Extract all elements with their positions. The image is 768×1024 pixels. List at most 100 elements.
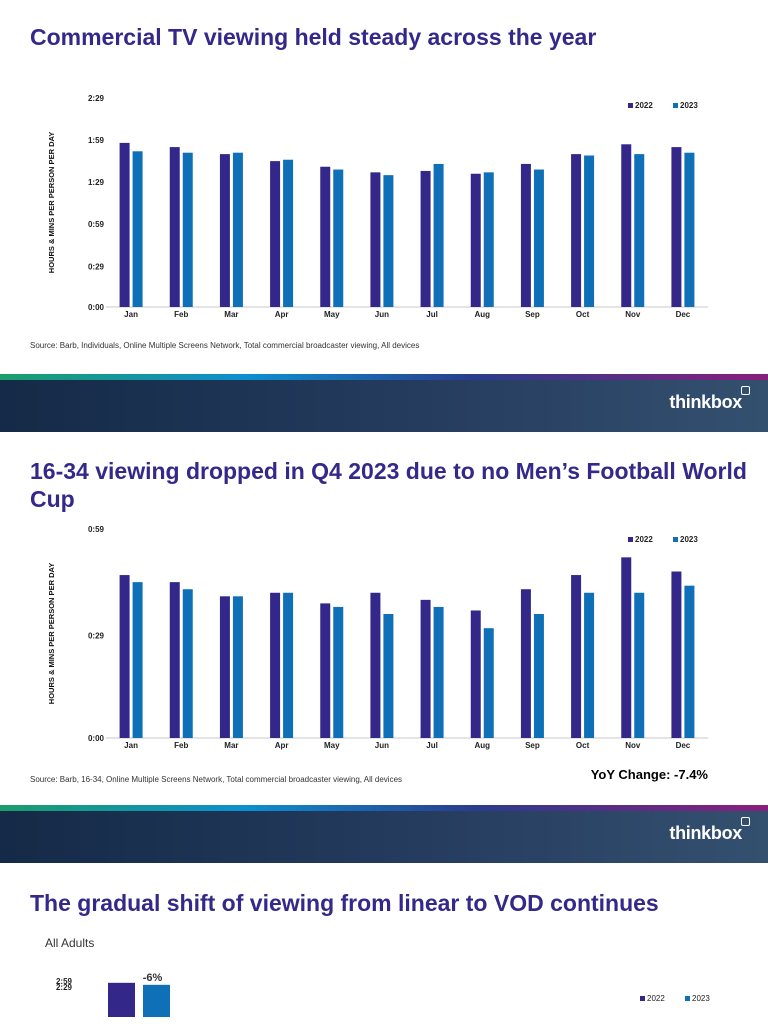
x-tick-label: Jan — [124, 741, 138, 750]
x-tick-label: Mar — [224, 741, 238, 750]
bar-2023-jun — [383, 614, 394, 738]
bar-2022-feb — [169, 582, 180, 738]
y-tick-label: 0:29 — [88, 631, 105, 640]
chart-3-linear-vs-vod: 2:292:59 2022 2023 -6% — [56, 972, 710, 1017]
legend-swatch-2023 — [685, 996, 690, 1001]
bar-2023-feb — [182, 589, 193, 738]
bar-2023-feb — [182, 152, 193, 307]
bar-2022-oct — [571, 154, 582, 307]
bar-2023-mar — [232, 152, 243, 307]
y-tick-label: 0:00 — [88, 303, 105, 312]
bar-2023-jun — [383, 175, 394, 307]
bar-2022-nov — [621, 557, 632, 738]
x-tick-label: Aug — [474, 310, 490, 319]
legend-label-2022: 2022 — [635, 535, 653, 544]
legend-label-2023: 2023 — [692, 994, 710, 1003]
bar-2023-dec — [684, 585, 695, 738]
bar-2023-sep — [533, 169, 544, 307]
bar-2023-nov — [634, 592, 645, 738]
bar-2022-mar — [219, 596, 230, 738]
x-tick-label: Jul — [426, 310, 438, 319]
x-tick-label: Dec — [676, 741, 691, 750]
x-tick-label: Jun — [375, 741, 389, 750]
legend-swatch-2022 — [640, 996, 645, 1001]
bar-2023-may — [333, 606, 344, 738]
bar-2022-feb — [169, 147, 180, 307]
x-tick-label: Dec — [676, 310, 691, 319]
header-band-1: thinkbox — [0, 374, 768, 432]
thinkbox-logo: thinkbox — [669, 386, 750, 413]
bar-2023-oct — [584, 592, 595, 738]
bar-2022-may — [320, 166, 331, 307]
y-axis-label: HOURS & MINS PER PERSON PER DAY — [47, 563, 56, 704]
bar-2022-jan — [119, 575, 130, 738]
x-tick-label: Apr — [275, 741, 289, 750]
slide-3-subtitle: All Adults — [45, 936, 95, 950]
x-tick-label: Feb — [174, 741, 188, 750]
bar-2023-jul — [433, 606, 444, 738]
bar-2022-jun — [370, 592, 381, 738]
bar-2022-sep — [520, 163, 531, 307]
y-tick-label: 0:59 — [88, 525, 105, 534]
bar-2022-dec — [671, 147, 682, 307]
x-tick-label: May — [324, 310, 340, 319]
bar-2023-jul — [433, 163, 444, 307]
x-tick-label: Oct — [576, 310, 590, 319]
x-tick-label: Apr — [275, 310, 289, 319]
bar-2022-aug — [470, 173, 481, 307]
bar-2022-mar — [219, 154, 230, 307]
legend-label-2022: 2022 — [647, 994, 665, 1003]
bar-2023-sep — [533, 614, 544, 738]
legend-swatch-2023 — [673, 103, 678, 108]
logo-square-icon — [741, 817, 750, 826]
y-tick-label: 0:59 — [88, 220, 105, 229]
slide-1-title: Commercial TV viewing held steady across… — [30, 24, 597, 50]
x-tick-label: Sep — [525, 741, 540, 750]
y-tick-label: 2:59 — [56, 977, 73, 986]
x-tick-label: Jun — [375, 310, 389, 319]
bar-2023-aug — [483, 628, 494, 738]
bar-2022-jun — [370, 172, 381, 307]
bar-2022-may — [320, 603, 331, 738]
x-tick-label: Nov — [625, 741, 641, 750]
x-tick-label: Mar — [224, 310, 238, 319]
y-tick-label: 1:29 — [88, 178, 105, 187]
y-tick-label: 2:29 — [88, 94, 105, 103]
bar-2022-oct — [571, 575, 582, 738]
legend-label-2023: 2023 — [680, 535, 698, 544]
slide-3-title: The gradual shift of viewing from linear… — [30, 890, 659, 916]
legend-label-2022: 2022 — [635, 101, 653, 110]
yoy-change: YoY Change: -7.4% — [590, 767, 708, 782]
x-tick-label: Oct — [576, 741, 590, 750]
x-tick-label: Jul — [426, 741, 438, 750]
bar-2023-apr — [283, 592, 294, 738]
chart-2-16-34-viewing: 0:00 0:29 0:59 HOURS & MINS PER PERSON PER … — [47, 525, 708, 750]
bar-2022-sep — [520, 589, 531, 738]
x-tick-label: May — [324, 741, 340, 750]
bar-2022-apr — [270, 592, 281, 738]
x-tick-label: Feb — [174, 310, 188, 319]
legend-label-2023: 2023 — [680, 101, 698, 110]
bar-2023-jan — [132, 151, 143, 307]
bar-2023-jan — [132, 582, 143, 738]
y-tick-label: 1:59 — [88, 136, 105, 145]
gradient-stripe — [0, 805, 768, 811]
legend-swatch-2023 — [673, 537, 678, 542]
bar-2022-jul — [420, 170, 431, 307]
x-tick-label: Jan — [124, 310, 138, 319]
bar-2022 — [108, 982, 135, 1017]
y-tick-label: 2:29 — [56, 983, 73, 992]
bar-2022-dec — [671, 571, 682, 738]
bar-2022-aug — [470, 610, 481, 738]
bar-2023-oct — [584, 155, 595, 307]
y-axis-label: HOURS & MINS PER PERSON PER DAY — [47, 132, 56, 273]
bar-annotation: -6% — [143, 972, 163, 984]
chart-1-commercial-tv-viewing: 0:00 0:29 0:59 1:29 1:59 2:29 HOURS & MINS PER… — [47, 94, 708, 319]
bar-2022-apr — [270, 161, 281, 307]
bar-2023-may — [333, 169, 344, 307]
bar-2023-dec — [684, 152, 695, 307]
legend-swatch-2022 — [628, 103, 633, 108]
bar-2023-mar — [232, 596, 243, 738]
x-tick-label: Sep — [525, 310, 540, 319]
bar-2022-jul — [420, 599, 431, 738]
